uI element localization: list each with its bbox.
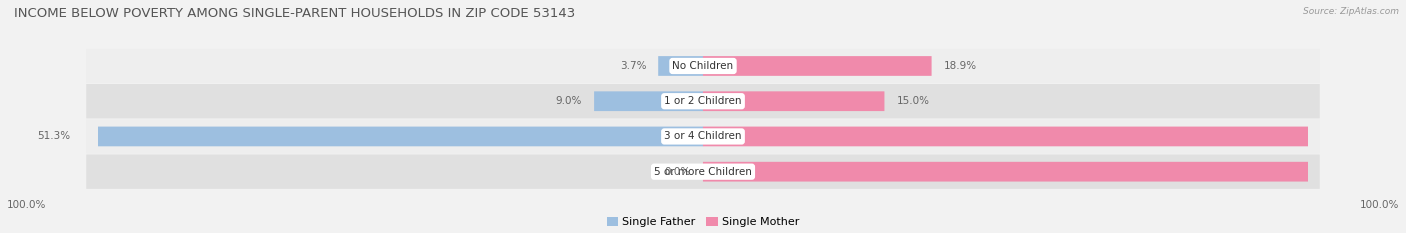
FancyBboxPatch shape xyxy=(703,127,1406,146)
Text: 9.0%: 9.0% xyxy=(555,96,582,106)
Text: 5 or more Children: 5 or more Children xyxy=(654,167,752,177)
FancyBboxPatch shape xyxy=(703,56,932,76)
Text: 3 or 4 Children: 3 or 4 Children xyxy=(664,131,742,141)
Text: 18.9%: 18.9% xyxy=(943,61,977,71)
FancyBboxPatch shape xyxy=(86,119,1320,154)
FancyBboxPatch shape xyxy=(83,127,703,146)
FancyBboxPatch shape xyxy=(595,91,703,111)
Text: 100.0%: 100.0% xyxy=(7,200,46,210)
FancyBboxPatch shape xyxy=(658,56,703,76)
Text: 51.3%: 51.3% xyxy=(38,131,70,141)
Text: 100.0%: 100.0% xyxy=(1360,200,1399,210)
FancyBboxPatch shape xyxy=(703,162,1406,182)
Text: 0.0%: 0.0% xyxy=(665,167,690,177)
FancyBboxPatch shape xyxy=(86,154,1320,189)
Text: No Children: No Children xyxy=(672,61,734,71)
Text: 1 or 2 Children: 1 or 2 Children xyxy=(664,96,742,106)
Legend: Single Father, Single Mother: Single Father, Single Mother xyxy=(602,212,804,232)
FancyBboxPatch shape xyxy=(86,49,1320,83)
Text: Source: ZipAtlas.com: Source: ZipAtlas.com xyxy=(1303,7,1399,16)
Text: 15.0%: 15.0% xyxy=(897,96,929,106)
Text: INCOME BELOW POVERTY AMONG SINGLE-PARENT HOUSEHOLDS IN ZIP CODE 53143: INCOME BELOW POVERTY AMONG SINGLE-PARENT… xyxy=(14,7,575,20)
FancyBboxPatch shape xyxy=(86,84,1320,118)
Text: 3.7%: 3.7% xyxy=(620,61,647,71)
FancyBboxPatch shape xyxy=(703,91,884,111)
